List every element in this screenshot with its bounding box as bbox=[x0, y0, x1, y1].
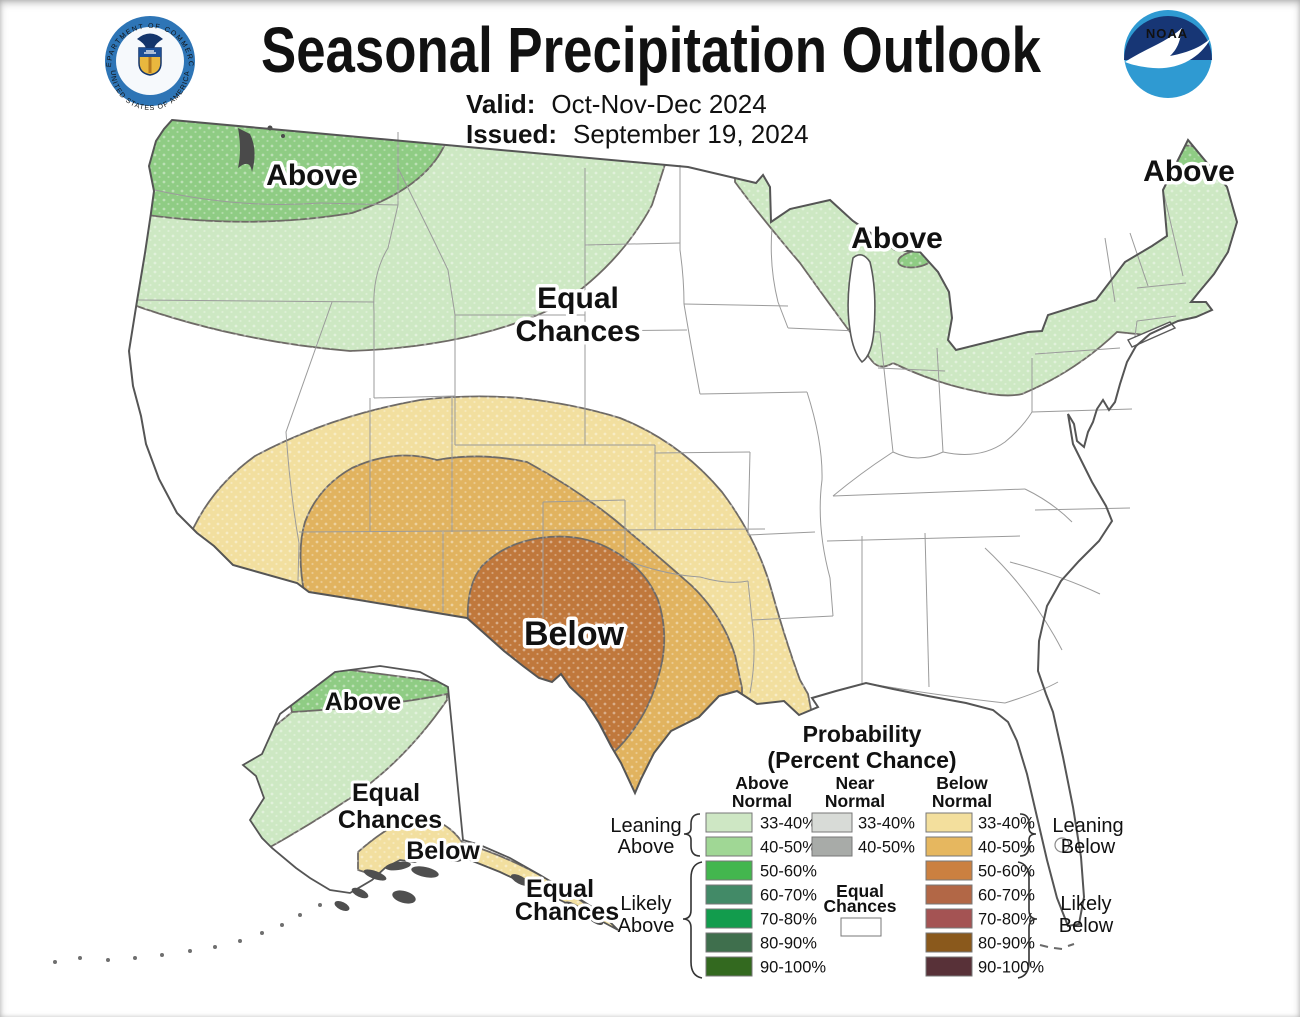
swatch-near-33-40 bbox=[811, 812, 853, 833]
swatch-equal-chances bbox=[840, 917, 882, 937]
swatch-below-40-50 bbox=[925, 836, 973, 857]
legend-row-label: 40-50% bbox=[760, 839, 817, 857]
legend-row-label: 60-70% bbox=[978, 887, 1035, 905]
legend-equal-chances-2: Chances bbox=[824, 896, 897, 916]
legend-col-near-2: Normal bbox=[825, 791, 885, 811]
legend-row-label: 80-90% bbox=[760, 935, 817, 953]
commerce-seal-icon: DEPARTMENT OF COMMERCE UNITED STATES OF … bbox=[105, 16, 195, 112]
swatch-above-90-100 bbox=[705, 956, 753, 977]
swatch-above-40-50 bbox=[705, 836, 753, 857]
legend-row-label: 33-40% bbox=[760, 815, 817, 833]
swatch-above-80-90 bbox=[705, 932, 753, 953]
legend-row-label: 33-40% bbox=[858, 815, 915, 833]
legend-col-below-2: Normal bbox=[932, 791, 992, 811]
legend: Probability (Percent Chance) Above Norma… bbox=[610, 721, 1124, 979]
legend-braces bbox=[682, 813, 1038, 979]
noaa-wordmark: NOAA bbox=[1146, 26, 1188, 41]
aleutian-islands bbox=[53, 903, 322, 964]
valid-label: Valid: bbox=[466, 89, 535, 119]
legend-likely-above-2: Above bbox=[618, 915, 675, 937]
noaa-logo-icon: NOAA bbox=[1124, 10, 1212, 98]
label-south-below: Below bbox=[524, 615, 625, 653]
legend-side-labels: Leaning Above Likely Above Leaning Below… bbox=[610, 815, 1123, 937]
legend-leaning-above-1: Leaning bbox=[610, 815, 681, 837]
issued-label: Issued: bbox=[466, 119, 557, 149]
legend-col-below-1: Below bbox=[936, 773, 988, 793]
alaska-outline bbox=[241, 665, 619, 931]
legend-row-label: 70-80% bbox=[978, 911, 1035, 929]
valid-line: Valid: Oct-Nov-Dec 2024 bbox=[466, 89, 767, 119]
legend-row-label: 60-70% bbox=[760, 887, 817, 905]
label-central-equal-1: Equal bbox=[537, 282, 619, 315]
legend-title: Probability bbox=[803, 721, 922, 747]
legend-row-label: 90-100% bbox=[978, 959, 1044, 977]
noaa-bird-icon bbox=[1125, 28, 1211, 69]
label-great-lakes-above: Above bbox=[851, 222, 943, 255]
page-title: Seasonal Precipitation Outlook bbox=[261, 14, 1041, 86]
label-pnw-above: Above bbox=[266, 159, 358, 192]
legend-row-label: 80-90% bbox=[978, 935, 1035, 953]
issued-value: September 19, 2024 bbox=[573, 119, 809, 149]
swatch-below-80-90 bbox=[925, 932, 973, 953]
swatch-below-60-70 bbox=[925, 884, 973, 905]
alaska-mountains bbox=[334, 854, 604, 926]
legend-col-above-1: Above bbox=[735, 773, 789, 793]
legend-row-label: 70-80% bbox=[760, 911, 817, 929]
legend-subtitle: (Percent Chance) bbox=[767, 747, 956, 773]
valid-value: Oct-Nov-Dec 2024 bbox=[551, 89, 766, 119]
legend-above-rows: 33-40% 40-50% 50-60% 60-70% 70-80% 80-90… bbox=[705, 812, 826, 977]
label-ak-se-equal-2: Chances bbox=[515, 898, 619, 926]
legend-likely-below-1: Likely bbox=[1060, 893, 1111, 915]
alaska-labels: Above Equal Chances Below Equal Chances bbox=[322, 685, 622, 929]
legend-likely-above-1: Likely bbox=[620, 893, 671, 915]
swatch-below-90-100 bbox=[925, 956, 973, 977]
label-ak-equal-1: Equal bbox=[352, 779, 420, 807]
header: Seasonal Precipitation Outlook Valid: Oct… bbox=[105, 10, 1212, 149]
legend-equal-chances-1: Equal bbox=[836, 881, 884, 901]
legend-row-label: 40-50% bbox=[978, 839, 1035, 857]
swatch-above-50-60 bbox=[705, 860, 753, 881]
label-central-equal-2: Chances bbox=[515, 315, 640, 348]
label-ak-above: Above bbox=[325, 688, 402, 716]
state-borders bbox=[137, 132, 1187, 704]
legend-col-above-2: Normal bbox=[732, 791, 792, 811]
legend-row-label: 90-100% bbox=[760, 959, 826, 977]
us-outline bbox=[127, 118, 1239, 928]
legend-below-rows: 33-40% 40-50% 50-60% 60-70% 70-80% 80-90… bbox=[925, 812, 1044, 977]
puget-sound-detail bbox=[238, 128, 255, 172]
seal-eagle-icon bbox=[137, 33, 163, 48]
legend-near-rows: 33-40% 40-50% Equal Chances bbox=[811, 812, 915, 937]
lake-michigan bbox=[847, 254, 876, 364]
label-northeast-above: Above bbox=[1143, 155, 1235, 188]
swatch-above-60-70 bbox=[705, 884, 753, 905]
issued-line: Issued: September 19, 2024 bbox=[466, 119, 809, 149]
legend-likely-below-2: Below bbox=[1059, 915, 1114, 937]
lake-okeechobee bbox=[1054, 837, 1070, 853]
swatch-near-40-50 bbox=[811, 836, 853, 857]
legend-leaning-above-2: Above bbox=[618, 836, 675, 858]
label-ak-equal-2: Chances bbox=[338, 806, 442, 834]
legend-leaning-below-2: Below bbox=[1061, 836, 1116, 858]
legend-row-label: 33-40% bbox=[978, 815, 1035, 833]
label-ak-se-equal-1: Equal bbox=[526, 875, 594, 903]
legend-row-label: 40-50% bbox=[858, 839, 915, 857]
florida-keys bbox=[1039, 943, 1075, 950]
swatch-below-33-40 bbox=[925, 812, 973, 833]
swatch-below-70-80 bbox=[925, 908, 973, 929]
swatch-below-50-60 bbox=[925, 860, 973, 881]
swatch-above-70-80 bbox=[705, 908, 753, 929]
san-juan-island bbox=[281, 134, 285, 138]
legend-col-near-1: Near bbox=[836, 773, 875, 793]
legend-row-label: 50-60% bbox=[760, 863, 817, 881]
label-ak-below: Below bbox=[406, 837, 480, 865]
swatch-above-33-40 bbox=[705, 812, 753, 833]
legend-leaning-below-1: Leaning bbox=[1052, 815, 1123, 837]
legend-row-label: 50-60% bbox=[978, 863, 1035, 881]
map-region-labels: Above Equal Chances Above Above Below bbox=[263, 152, 1239, 657]
